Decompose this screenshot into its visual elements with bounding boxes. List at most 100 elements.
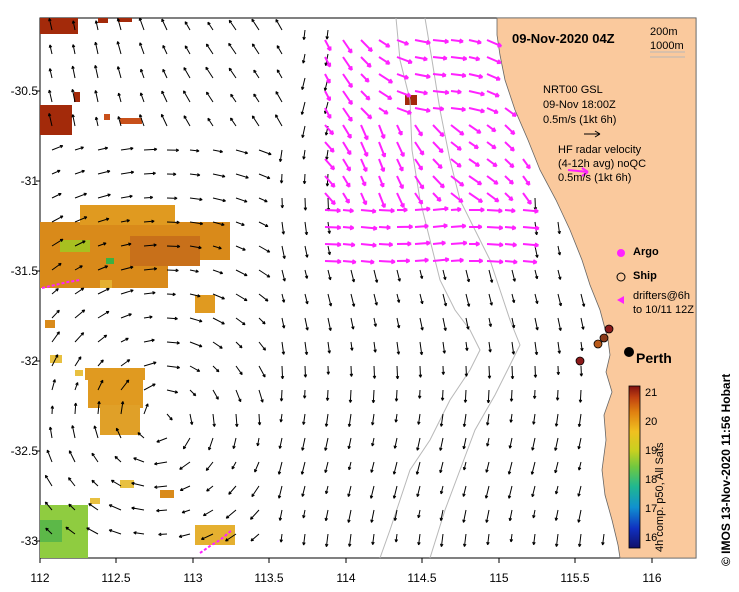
current-arrow: [342, 208, 354, 214]
current-arrow: [73, 402, 78, 415]
argo-marker: [617, 249, 625, 257]
current-arrow: [486, 389, 491, 404]
sst-patch: [40, 18, 78, 34]
current-arrow: [212, 389, 219, 400]
current-arrow: [235, 365, 243, 376]
current-arrow: [116, 66, 122, 79]
current-arrow: [182, 437, 191, 450]
current-arrow: [258, 293, 269, 302]
current-arrow: [347, 509, 352, 523]
current-arrow: [71, 425, 76, 439]
current-arrow: [350, 269, 356, 283]
current-arrow: [68, 503, 76, 511]
current-arrow: [258, 341, 267, 351]
current-arrow: [137, 432, 145, 439]
x-tick-label: 116: [642, 571, 662, 585]
current-arrow: [74, 146, 84, 151]
sst-patch: [118, 18, 132, 22]
current-arrow: [205, 461, 214, 471]
current-arrow: [300, 101, 306, 115]
current-arrow: [205, 66, 214, 79]
current-arrow: [360, 107, 373, 120]
current-arrow: [511, 341, 516, 355]
current-arrow: [161, 18, 168, 31]
current-arrow: [450, 192, 464, 204]
current-arrow: [324, 413, 329, 427]
current-arrow: [278, 509, 283, 521]
current-arrow: [229, 117, 237, 127]
current-arrow: [396, 90, 412, 98]
current-arrow: [522, 225, 540, 231]
current-arrow: [371, 533, 375, 545]
current-arrow: [555, 389, 560, 401]
current-arrow: [378, 192, 386, 209]
current-arrow: [303, 365, 308, 378]
current-arrow: [504, 124, 516, 136]
current-arrow: [342, 242, 356, 248]
current-arrow: [156, 508, 168, 513]
colorbar-tick: 18: [645, 474, 658, 486]
current-arrow: [91, 479, 99, 487]
current-arrow: [465, 293, 471, 307]
current-arrow: [556, 365, 561, 376]
current-arrow: [395, 365, 400, 380]
current-arrow: [464, 365, 469, 377]
current-arrow: [462, 461, 467, 471]
current-arrow: [485, 461, 490, 473]
current-arrow: [327, 245, 332, 256]
current-arrow: [417, 389, 422, 399]
current-arrow: [324, 175, 336, 188]
current-arrow: [258, 365, 266, 378]
current-arrow: [486, 56, 502, 65]
current-arrow: [432, 158, 443, 170]
current-arrow: [258, 245, 271, 253]
current-arrow: [342, 192, 351, 204]
current-arrow: [116, 18, 122, 31]
current-arrow: [302, 389, 307, 399]
current-arrow: [372, 365, 377, 379]
current-arrow: [417, 413, 421, 425]
current-arrow: [442, 317, 447, 331]
current-arrow: [281, 293, 286, 303]
current-arrow: [51, 238, 64, 247]
current-arrow: [166, 413, 173, 421]
current-arrow: [46, 449, 53, 463]
current-arrow: [373, 293, 378, 306]
current-arrow: [51, 215, 64, 223]
drifter-marker: [617, 296, 624, 304]
current-arrow: [577, 485, 582, 497]
current-arrow: [531, 437, 536, 451]
current-arrow: [349, 365, 354, 377]
ship-position: [575, 356, 585, 366]
current-arrow: [93, 425, 99, 439]
ship-position: [599, 333, 609, 343]
current-arrow: [117, 116, 122, 127]
x-tick-label: 114: [336, 571, 356, 585]
current-arrow: [212, 413, 216, 427]
sst-patch: [90, 498, 100, 504]
current-arrow: [439, 485, 444, 495]
current-arrow: [504, 175, 514, 185]
current-arrow: [251, 43, 260, 55]
current-arrow: [414, 107, 431, 113]
current-arrow: [432, 192, 442, 202]
perth-marker: [624, 347, 634, 357]
current-arrow: [120, 170, 135, 175]
current-arrow: [212, 365, 220, 373]
colorbar-tick: 19: [645, 445, 658, 457]
current-arrow: [439, 461, 444, 474]
hf-radar-scale-label: 0.5m/s (1kt 6h): [558, 172, 632, 184]
gsl-scale-arrow: [584, 130, 601, 138]
current-arrow: [303, 197, 308, 211]
ship-marker: [616, 272, 626, 282]
current-arrow: [183, 67, 191, 79]
current-arrow: [143, 315, 153, 319]
sst-patch: [130, 236, 200, 266]
current-arrow: [488, 317, 493, 328]
current-arrow: [143, 243, 157, 247]
current-arrow: [578, 389, 583, 403]
current-arrow: [235, 413, 239, 428]
current-arrow: [235, 389, 242, 403]
current-arrow: [280, 365, 285, 380]
current-arrow: [154, 485, 168, 489]
